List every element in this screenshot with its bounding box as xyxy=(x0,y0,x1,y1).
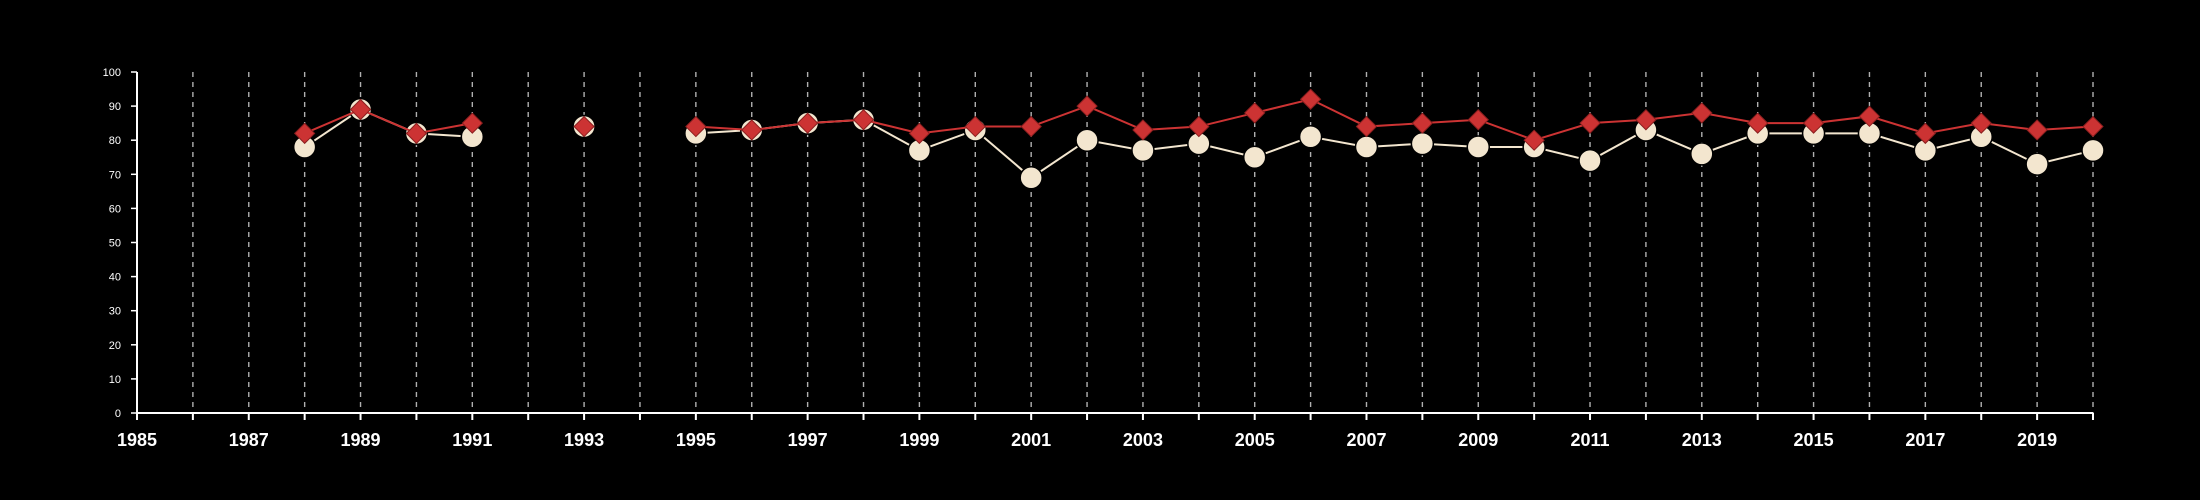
axes xyxy=(131,71,2094,420)
circle-point xyxy=(1298,125,1323,149)
diamond-point xyxy=(1691,102,1713,124)
circle-point xyxy=(1354,135,1379,159)
diamond-point xyxy=(964,115,986,138)
diamond-point xyxy=(1635,109,1657,131)
diamond-point xyxy=(1970,112,1992,134)
diamond-point xyxy=(1914,122,1937,145)
y-tick-label: 80 xyxy=(109,135,121,147)
diamond-point xyxy=(1579,112,1601,134)
x-tick-label: 1997 xyxy=(788,430,828,450)
x-tick-label: 2019 xyxy=(2017,430,2057,450)
diamond-point xyxy=(405,122,428,145)
diamond-point xyxy=(1244,102,1266,124)
diamond-point xyxy=(293,122,316,145)
x-tick-label: 2013 xyxy=(1682,430,1722,450)
diamond-point xyxy=(741,119,763,141)
y-tick-label: 70 xyxy=(109,169,121,181)
diamond-point xyxy=(1355,115,1378,138)
x-tick-label: 2015 xyxy=(1794,430,1834,450)
diamond-point xyxy=(1299,88,1322,110)
diamond-point xyxy=(349,98,372,121)
diamond-point xyxy=(685,115,707,138)
diamond-point xyxy=(1802,112,1825,134)
circle-point xyxy=(1019,165,1043,190)
vertical-gridlines xyxy=(192,72,2094,413)
series-2 xyxy=(293,88,2104,151)
y-tick-label: 0 xyxy=(115,408,121,420)
circle-point xyxy=(1690,142,1714,166)
diamond-point xyxy=(461,112,484,134)
x-tick-label: 2001 xyxy=(1011,430,1051,450)
x-tick-label: 2005 xyxy=(1235,430,1275,450)
x-tick-label: 1991 xyxy=(452,430,492,450)
circle-point xyxy=(1131,138,1155,163)
y-tick-label: 100 xyxy=(103,67,121,79)
diamond-point xyxy=(852,109,875,131)
diamond-point xyxy=(1746,112,1769,134)
x-tick-label: 1989 xyxy=(341,430,381,450)
x-tick-label: 2007 xyxy=(1346,430,1386,450)
y-tick-label: 10 xyxy=(109,374,121,386)
diamond-point xyxy=(1188,115,1210,138)
circle-point xyxy=(1075,128,1099,152)
diamond-point xyxy=(1020,115,1042,138)
series-line xyxy=(304,108,473,135)
y-tick-label: 50 xyxy=(109,238,121,250)
y-tick-label: 20 xyxy=(109,340,121,352)
x-tick-label: 1995 xyxy=(676,430,716,450)
series xyxy=(292,88,2105,190)
circle-point xyxy=(2025,152,2049,176)
x-tick-label: 2009 xyxy=(1458,430,1498,450)
series-line xyxy=(695,118,2094,179)
diamond-point xyxy=(573,115,595,138)
diamond-point xyxy=(1076,95,1098,117)
x-tick-label: 1993 xyxy=(564,430,604,450)
x-tick-label: 2017 xyxy=(1905,430,1945,450)
y-tick-labels: 0 10 20 30 40 50 60 70 80 90 100 xyxy=(103,67,121,420)
y-tick-label: 90 xyxy=(109,101,121,113)
x-tick-label: 1999 xyxy=(899,430,939,450)
x-tick-label: 1987 xyxy=(229,430,269,450)
diamond-point xyxy=(908,122,931,145)
diamond-point xyxy=(2026,119,2048,141)
y-tick-label: 40 xyxy=(109,272,121,284)
diamond-point xyxy=(1132,119,1154,141)
circle-point xyxy=(1410,131,1435,156)
diamond-point xyxy=(1411,112,1434,134)
circle-point xyxy=(1242,145,1267,169)
x-tick-label: 1985 xyxy=(117,430,157,450)
x-tick-label: 2011 xyxy=(1570,430,1609,450)
y-tick-label: 60 xyxy=(109,203,121,215)
series-line xyxy=(695,98,2094,142)
x-tick-label: 2003 xyxy=(1123,430,1163,450)
diamond-point xyxy=(1467,109,1489,131)
diamond-point xyxy=(2082,115,2104,138)
y-tick-label: 30 xyxy=(109,306,121,318)
circle-point xyxy=(1578,148,1602,173)
diamond-point xyxy=(796,112,819,134)
circle-point xyxy=(2081,138,2105,163)
x-tick-labels: 1985 1987 1989 1991 1993 1995 1997 1999 2001 2003… xyxy=(117,430,2057,450)
circle-point xyxy=(1466,135,1491,159)
diamond-point xyxy=(1858,105,1881,128)
diamond-point xyxy=(1523,129,1545,151)
